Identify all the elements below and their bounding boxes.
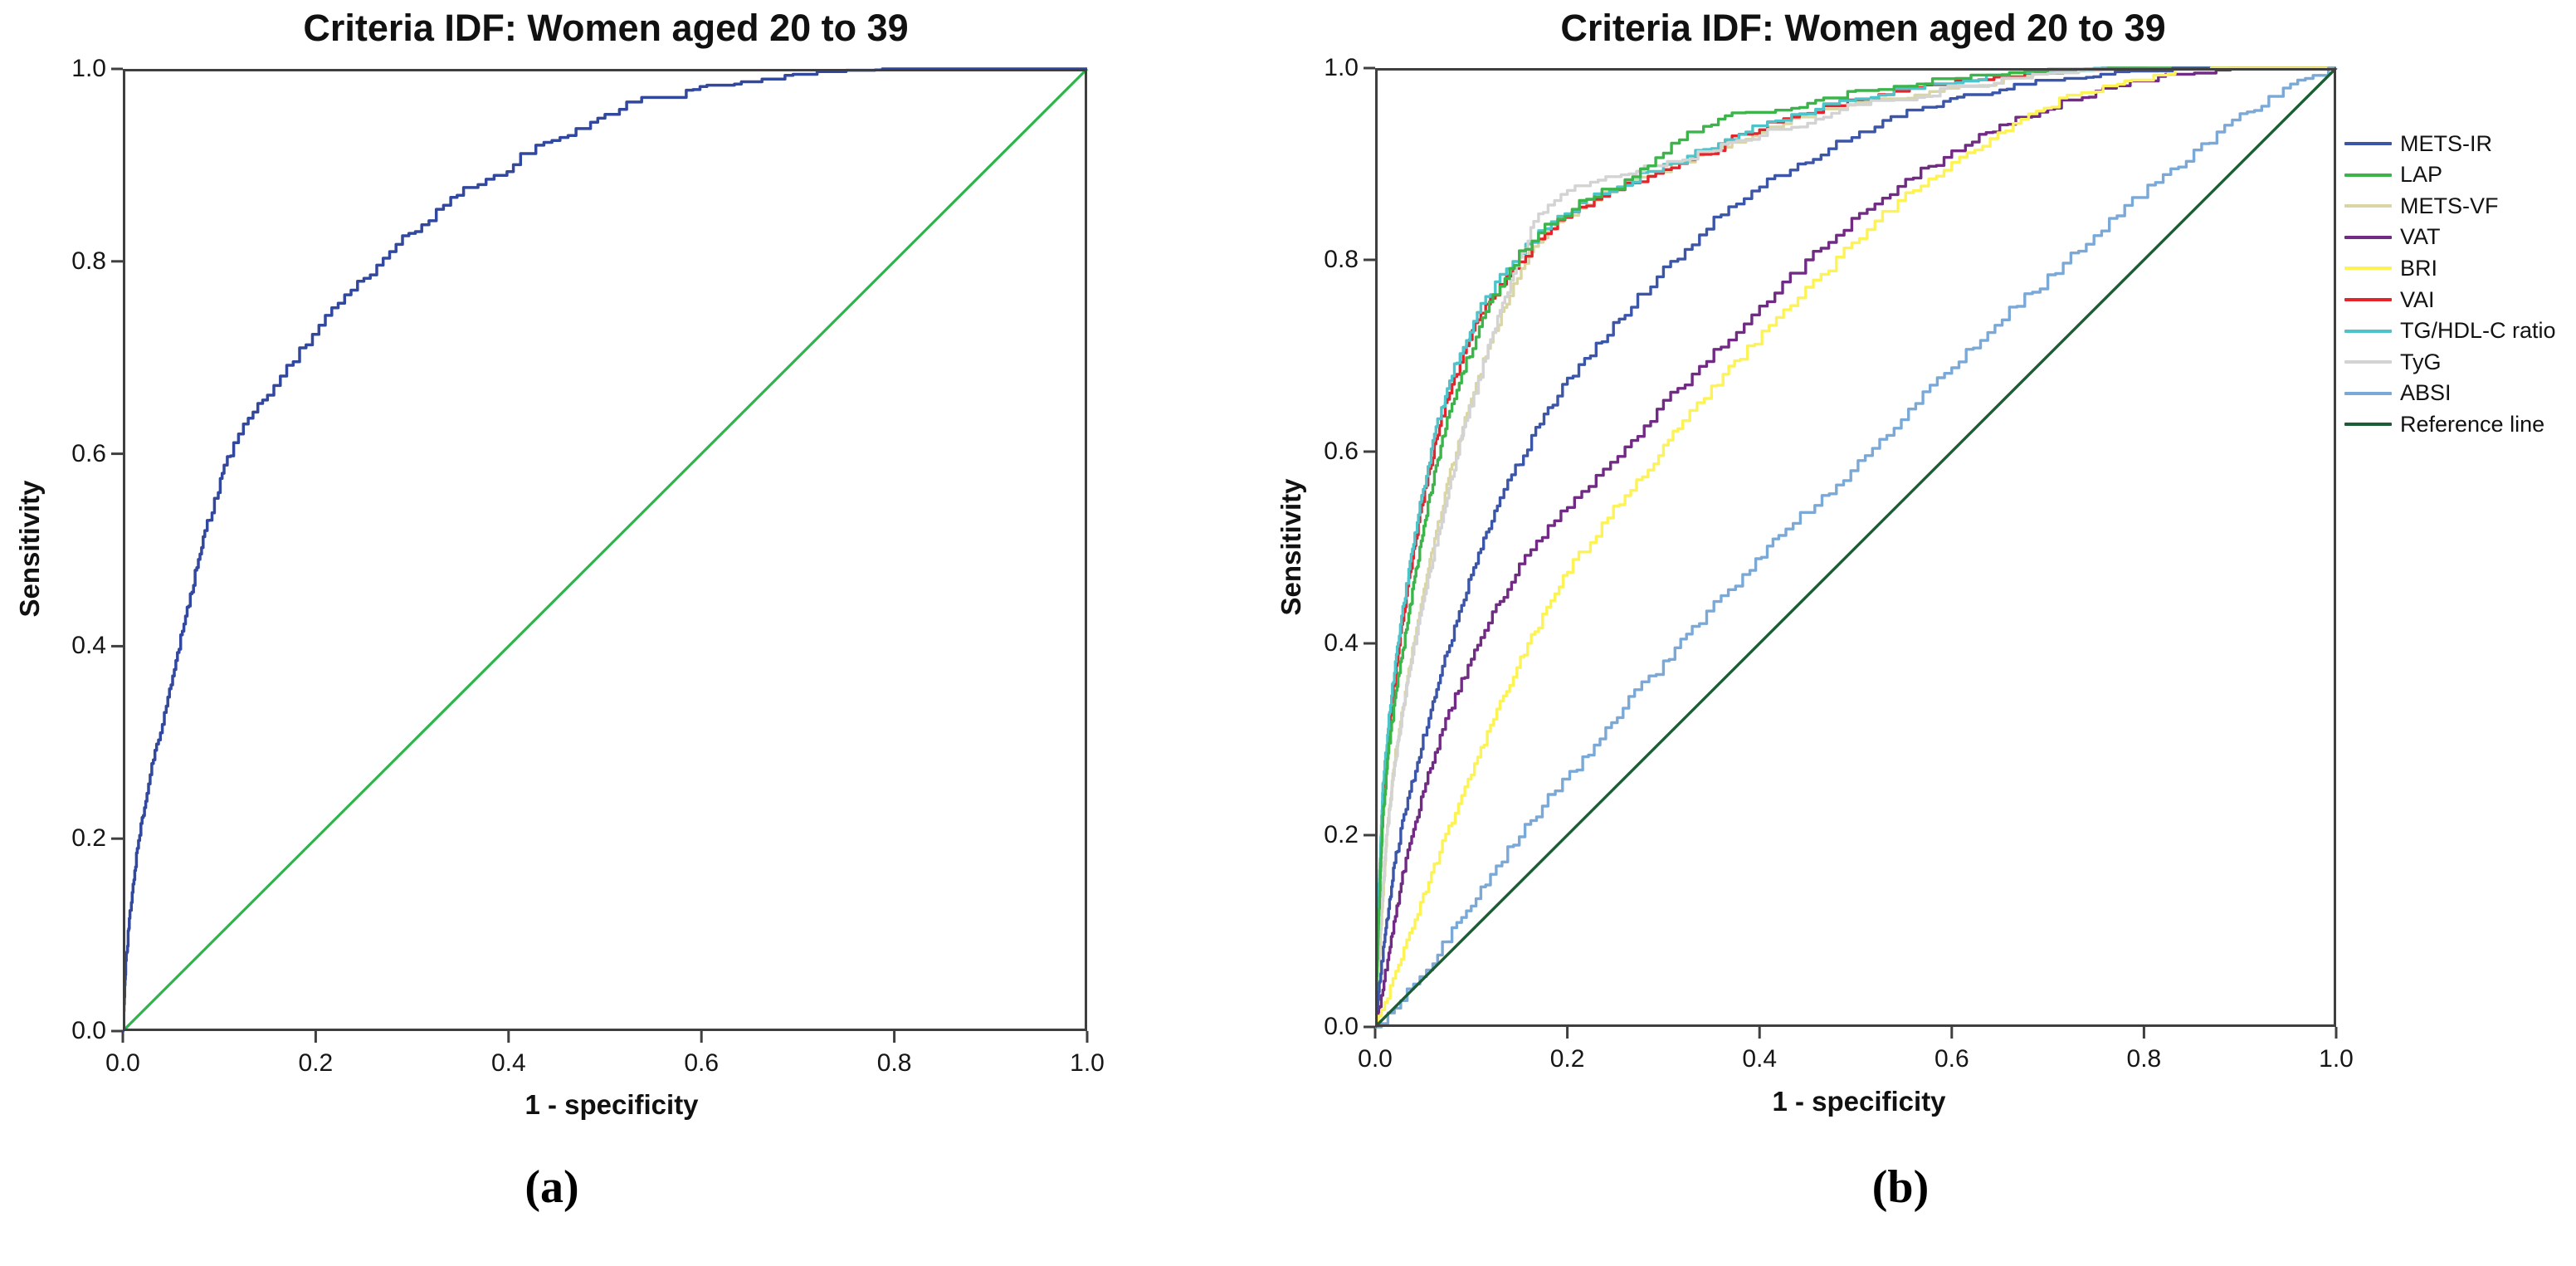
legend-label: Reference line	[2400, 411, 2545, 437]
x-tick-label: 0.8	[876, 1049, 912, 1077]
legend-swatch-tyg	[2344, 360, 2392, 364]
x-tick-label: 0.4	[1742, 1045, 1778, 1073]
series-mets-ir	[1375, 66, 2336, 1029]
legend-label: VAT	[2400, 224, 2441, 250]
y-tick-label: 0.0	[71, 1017, 106, 1044]
axis-ticks	[1364, 66, 2338, 1039]
series-lap	[1375, 66, 2336, 1029]
y-tick-label: 0.8	[1324, 246, 1359, 273]
legend-swatch-lap	[2344, 173, 2392, 177]
legend-label: METS-IR	[2400, 130, 2492, 156]
plot-area-b: 0.0 0.2 0.4 0.6 0.8 1.0 0.0 0.2 0.4 0.6 0.8 1.0	[1324, 54, 2354, 1073]
chart-title-b: Criteria IDF: Women aged 20 to 39	[1560, 7, 2166, 49]
legend: METS-IR LAP METS-VF VAT BRI VAI TG/HDL-C ratio…	[2344, 129, 2575, 444]
y-tick-label: 0.8	[71, 247, 106, 275]
x-tick-label: 0.8	[2126, 1045, 2162, 1073]
caption-b: (b)	[1871, 1161, 1930, 1213]
x-tick-label: 1.0	[2319, 1045, 2354, 1073]
legend-entry: BRI	[2344, 253, 2437, 283]
roc-chart-b	[1364, 66, 2338, 1039]
legend-entry: TyG	[2344, 347, 2442, 377]
series-bri	[1375, 66, 2336, 1029]
legend-label: METS-VF	[2400, 193, 2499, 218]
x-tick-label: 0.6	[684, 1049, 720, 1077]
legend-entry: VAI	[2344, 285, 2435, 315]
legend-swatch-bri	[2344, 266, 2392, 271]
legend-entry: TG/HDL-C ratio	[2344, 316, 2556, 346]
x-tick-label: 0.2	[298, 1049, 334, 1077]
series-roc-curve	[123, 67, 1087, 1033]
caption-a: (a)	[524, 1161, 579, 1213]
legend-entry: METS-IR	[2344, 129, 2492, 159]
series-reference-line	[123, 67, 1089, 1033]
legend-label: LAP	[2400, 162, 2443, 188]
plot-area-a: 0.0 0.2 0.4 0.6 0.8 1.0 0.0 0.2 0.4 0.6 0.8 1.0	[71, 55, 1105, 1077]
series-absi	[1375, 66, 2338, 1029]
x-axis-label-b: 1 - specificity	[1772, 1086, 1946, 1117]
series-reference-line	[1375, 66, 2338, 1029]
legend-label: VAI	[2400, 286, 2435, 312]
legend-swatch-mets-vf	[2344, 204, 2392, 208]
series-group	[123, 67, 1089, 1033]
legend-swatch-absi	[2344, 391, 2392, 395]
legend-swatch-vai	[2344, 298, 2392, 301]
legend-entry: ABSI	[2344, 379, 2452, 408]
roc-chart-a	[111, 67, 1089, 1043]
x-tick-label: 0.6	[1934, 1045, 1969, 1073]
y-tick-label: 0.4	[71, 632, 106, 660]
series-group	[1375, 66, 2338, 1029]
legend-entry: METS-VF	[2344, 191, 2499, 221]
series-tyg	[1375, 66, 2336, 1029]
x-tick-label: 0.4	[490, 1049, 526, 1077]
legend-swatch-vat	[2344, 235, 2392, 239]
x-axis-label-a: 1 - specificity	[524, 1089, 699, 1120]
plot-frame	[1375, 68, 2336, 1027]
x-tick-label: 1.0	[1070, 1049, 1105, 1077]
legend-entry: LAP	[2344, 160, 2442, 190]
x-tick-label: 0.0	[105, 1049, 140, 1077]
plot-frame	[123, 69, 1087, 1031]
y-tick-label: 0.4	[1324, 629, 1359, 657]
y-tick-label: 0.6	[1324, 437, 1359, 465]
chart-title-a: Criteria IDF: Women aged 20 to 39	[303, 7, 909, 49]
y-tick-label: 1.0	[71, 55, 106, 82]
y-tick-label: 0.2	[1324, 821, 1359, 848]
y-tick-label: 0.6	[71, 439, 106, 467]
y-tick-label: 1.0	[1324, 54, 1359, 81]
y-axis-label-b: Sensitivity	[1276, 478, 1306, 616]
y-tick-label: 0.2	[71, 824, 106, 853]
legend-swatch-reference-line	[2344, 423, 2392, 427]
legend-label: ABSI	[2400, 380, 2452, 406]
legend-label: TG/HDL-C ratio	[2400, 318, 2556, 344]
legend-label: TyG	[2400, 349, 2442, 374]
y-tick-label: 0.0	[1324, 1013, 1359, 1040]
x-tick-label: 0.2	[1549, 1045, 1585, 1073]
legend-label: BRI	[2400, 255, 2438, 281]
legend-entry: VAT	[2344, 222, 2441, 252]
x-tick-label: 0.0	[1358, 1045, 1393, 1073]
legend-swatch-tg-hdl-c-ratio	[2344, 329, 2392, 333]
legend-entry: Reference line	[2344, 409, 2544, 439]
y-axis-label-a: Sensitivity	[14, 480, 45, 618]
legend-swatch-mets-ir	[2344, 142, 2392, 145]
axis-ticks	[111, 67, 1089, 1043]
